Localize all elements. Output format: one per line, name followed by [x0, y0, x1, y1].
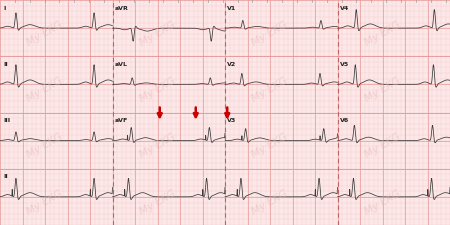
Text: III: III — [4, 118, 11, 123]
Text: V6: V6 — [340, 118, 349, 123]
Text: aVR: aVR — [115, 6, 129, 11]
Text: I: I — [4, 6, 6, 11]
Text: aVF: aVF — [115, 118, 128, 123]
Text: My EKG: My EKG — [250, 132, 290, 160]
Text: My EKG: My EKG — [363, 20, 402, 48]
Text: My EKG: My EKG — [138, 188, 177, 217]
Text: My EKG: My EKG — [250, 20, 290, 48]
Text: V4: V4 — [340, 6, 349, 11]
Text: My EKG: My EKG — [25, 132, 65, 160]
Text: My EKG: My EKG — [25, 76, 65, 104]
Text: My EKG: My EKG — [363, 188, 402, 217]
Text: My EKG: My EKG — [363, 132, 402, 160]
Text: aVL: aVL — [115, 62, 128, 67]
Text: II: II — [4, 174, 9, 179]
Text: V2: V2 — [227, 62, 237, 67]
Text: My EKG: My EKG — [250, 188, 290, 217]
Text: My EKG: My EKG — [138, 76, 177, 104]
Text: V1: V1 — [227, 6, 237, 11]
Text: My EKG: My EKG — [250, 76, 290, 104]
Text: V5: V5 — [340, 62, 349, 67]
Text: V3: V3 — [227, 118, 237, 123]
Text: My EKG: My EKG — [25, 20, 65, 48]
Text: II: II — [4, 62, 9, 67]
Text: My EKG: My EKG — [138, 20, 177, 48]
Text: My EKG: My EKG — [25, 188, 65, 217]
Text: My EKG: My EKG — [363, 76, 402, 104]
Text: My EKG: My EKG — [138, 132, 177, 160]
